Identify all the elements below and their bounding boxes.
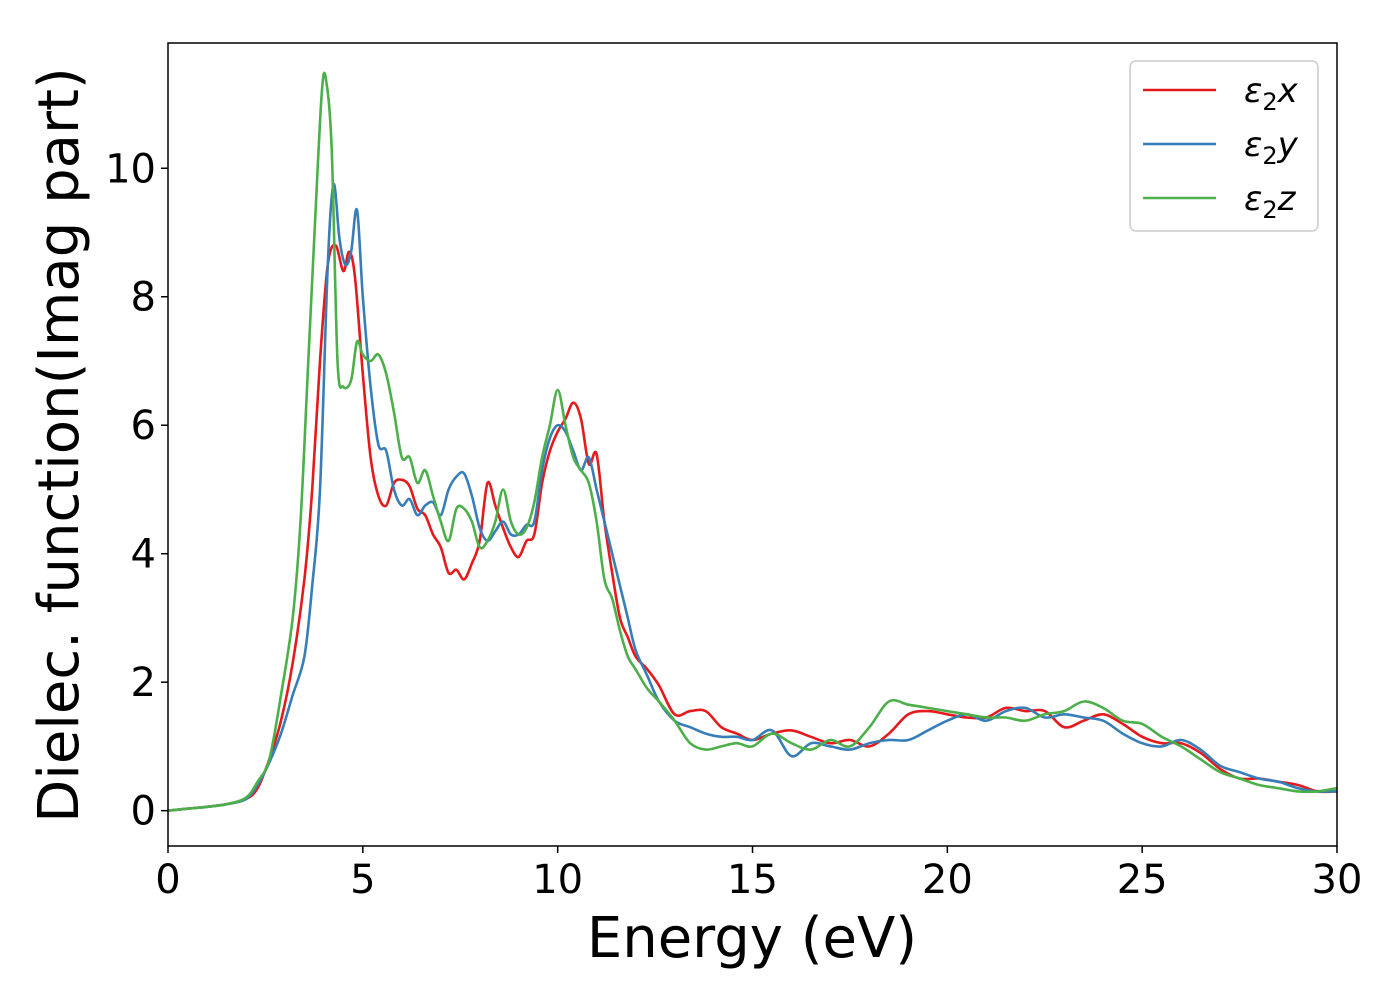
legend: ε2x ε2y ε2z [1129, 60, 1319, 232]
y-tick-label: 10 [105, 146, 156, 192]
y-tick-label: 0 [131, 789, 156, 835]
legend-label-x: ε2x [1244, 71, 1299, 116]
y-tick-label: 4 [131, 532, 156, 578]
series-line-x [167, 243, 1338, 812]
legend-box [1129, 60, 1319, 232]
x-tick-label: 25 [1117, 857, 1168, 903]
x-tick-label: 20 [922, 857, 973, 903]
y-axis-title: Dielec. function(Imag part) [27, 67, 92, 823]
x-tick-label: 15 [727, 857, 778, 903]
legend-label-z: ε2z [1244, 179, 1297, 224]
x-tick-label: 0 [155, 857, 180, 903]
y-tick-label: 2 [131, 660, 156, 706]
y-axis-ticks: 0 2 4 6 8 10 [105, 146, 168, 835]
legend-label-y: ε2y [1244, 125, 1299, 170]
y-tick-label: 6 [131, 403, 156, 449]
y-tick-label: 8 [131, 275, 156, 321]
x-tick-label: 30 [1312, 857, 1363, 903]
series-line-y [167, 182, 1338, 812]
series-lines [167, 71, 1338, 812]
x-axis-title: Energy (eV) [587, 906, 917, 971]
series-line-z [167, 71, 1338, 812]
x-tick-label: 5 [350, 857, 375, 903]
x-axis-ticks: 0 5 10 15 20 25 30 [155, 846, 1362, 903]
x-tick-label: 10 [532, 857, 583, 903]
